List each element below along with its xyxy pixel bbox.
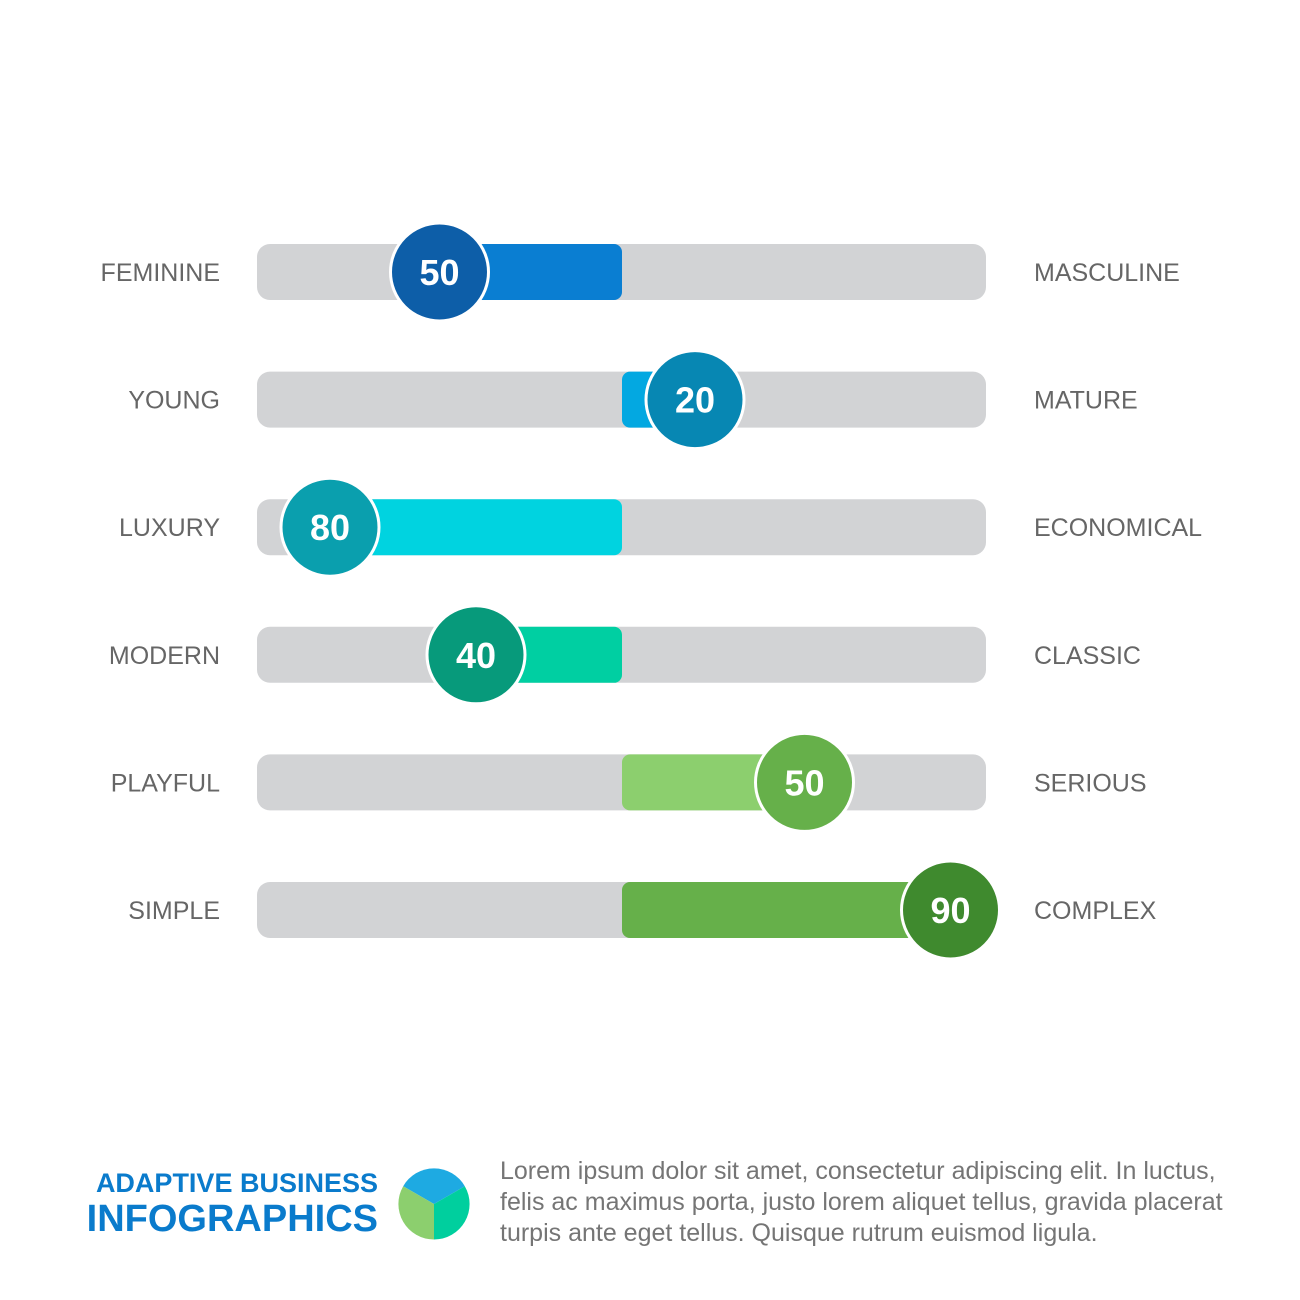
logo-segment-right xyxy=(434,1186,470,1240)
right-label: SERIOUS xyxy=(1034,769,1147,797)
value-label: 40 xyxy=(456,635,496,676)
right-label: ECONOMICAL xyxy=(1034,514,1202,542)
value-badge xyxy=(754,731,855,833)
value-label: 90 xyxy=(930,890,970,931)
value-label: 50 xyxy=(419,252,459,293)
left-label: SIMPLE xyxy=(128,897,220,925)
description-text: Lorem ipsum dolor sit amet, consectetur … xyxy=(500,1157,1223,1247)
left-label: YOUNG xyxy=(128,387,220,415)
track-bar xyxy=(257,371,986,428)
value-badge xyxy=(279,476,381,578)
brand-title-line2: INFOGRAPHICS xyxy=(86,1198,378,1240)
value-label: 50 xyxy=(784,762,824,803)
footer: ADAPTIVE BUSINESS INFOGRAPHICS Lorem ips… xyxy=(0,1150,1300,1260)
value-bar xyxy=(330,499,622,556)
left-label: MODERN xyxy=(109,642,220,670)
brand-title-line1: ADAPTIVE BUSINESS xyxy=(95,1168,378,1198)
value-badge xyxy=(425,604,527,706)
value-badge xyxy=(389,221,490,323)
pie-logo-icon xyxy=(398,1168,470,1240)
right-label: MASCULINE xyxy=(1034,259,1180,287)
value-badge xyxy=(644,349,746,451)
left-label: LUXURY xyxy=(119,514,220,542)
logo-segment-left xyxy=(398,1186,434,1240)
slider-chart: 50 FEMININE MASCULINE 20 YOUNG MATURE 80 LUXURY… xyxy=(101,221,1202,961)
value-bar xyxy=(622,882,951,938)
logo-segment-top xyxy=(403,1168,465,1204)
track-bar xyxy=(257,754,986,811)
value-label: 80 xyxy=(310,507,350,548)
right-label: CLASSIC xyxy=(1034,642,1141,670)
value-badge xyxy=(900,859,1001,961)
right-label: MATURE xyxy=(1034,387,1138,415)
right-label: COMPLEX xyxy=(1034,897,1157,925)
left-label: PLAYFUL xyxy=(111,769,220,797)
left-label: FEMININE xyxy=(101,259,220,287)
value-label: 20 xyxy=(675,380,715,421)
